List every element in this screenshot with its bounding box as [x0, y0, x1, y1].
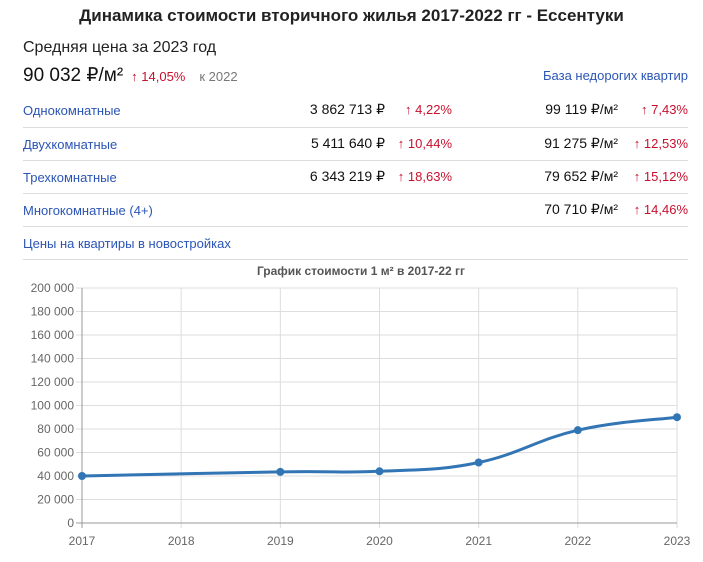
x-tick-label: 2020 — [366, 534, 393, 548]
total-price-change: ↑ 10,44% — [397, 136, 452, 151]
x-tick-label: 2023 — [664, 534, 691, 548]
data-point[interactable] — [573, 426, 582, 435]
room-type-link[interactable]: Двухкомнатные — [23, 137, 118, 152]
y-tick-label: 80 000 — [37, 422, 74, 436]
cheap-apartments-link[interactable]: База недорогих квартир — [543, 68, 688, 83]
data-point[interactable] — [673, 413, 681, 422]
x-tick-label: 2019 — [267, 534, 294, 548]
price-table: Однокомнатные 3 862 713 ₽ ↑ 4,22% 99 119… — [23, 94, 688, 260]
table-row: Многокомнатные (4+) 70 710 ₽/м² ↑ 14,46% — [23, 194, 688, 227]
data-point[interactable] — [375, 467, 384, 476]
total-price: 5 411 640 ₽ — [310, 135, 385, 151]
price-line — [80, 415, 679, 478]
y-tick-label: 180 000 — [31, 305, 75, 319]
total-price: 6 343 219 ₽ — [309, 168, 385, 184]
y-tick-label: 60 000 — [37, 446, 74, 460]
x-axis-ticks: 2017 2018 2019 2020 2021 2022 2023 — [69, 534, 691, 548]
sqm-price: 91 275 ₽/м² — [544, 135, 618, 151]
chart-grid — [76, 287, 678, 528]
total-price: 3 862 713 ₽ — [309, 101, 385, 117]
new-buildings-link[interactable]: Цены на квартиры в новостройках — [23, 236, 231, 251]
total-price-change: ↑ 18,63% — [397, 169, 452, 184]
table-row: Двухкомнатные 5 411 640 ₽ ↑ 10,44% 91 27… — [23, 128, 688, 161]
y-tick-label: 40 000 — [37, 469, 74, 483]
y-tick-label: 140 000 — [31, 352, 75, 366]
sqm-price: 99 119 ₽/м² — [545, 101, 618, 117]
page-title: Динамика стоимости вторичного жилья 2017… — [79, 6, 624, 25]
x-tick-label: 2022 — [564, 534, 591, 548]
data-points — [78, 413, 681, 480]
y-tick-label: 120 000 — [31, 375, 75, 389]
y-tick-label: 0 — [67, 516, 74, 530]
sqm-price-change: ↑ 12,53% — [633, 136, 688, 151]
y-tick-label: 200 000 — [31, 281, 75, 295]
chart-title: График стоимости 1 м² в 2017-22 гг — [256, 264, 466, 278]
x-tick-label: 2018 — [168, 534, 195, 548]
sqm-price: 70 710 ₽/м² — [544, 201, 618, 217]
y-axis-ticks: 0 20 000 40 000 60 000 80 000 100 000 120 000 1… — [31, 281, 75, 530]
y-tick-label: 20 000 — [37, 493, 74, 507]
room-type-link[interactable]: Трехкомнатные — [23, 170, 117, 185]
sqm-price-change: ↑ 7,43% — [641, 102, 688, 117]
total-price-change: ↑ 4,22% — [405, 102, 452, 117]
room-type-link[interactable]: Однокомнатные — [23, 103, 121, 118]
data-point[interactable] — [276, 467, 285, 476]
table-row: Цены на квартиры в новостройках — [23, 227, 688, 260]
sqm-price-change: ↑ 14,46% — [633, 202, 688, 217]
average-price-change: ↑ 14,05% — [131, 69, 186, 84]
data-point[interactable] — [474, 458, 483, 467]
average-price-value: 90 032 ₽/м² — [23, 65, 124, 86]
chart-axes — [81, 288, 677, 528]
data-point[interactable] — [78, 472, 86, 480]
y-tick-label: 100 000 — [31, 399, 75, 413]
average-price-row: 90 032 ₽/м² ↑ 14,05% к 2022 — [23, 64, 238, 87]
average-price-label: Средняя цена за 2023 год — [23, 39, 217, 56]
table-row: Трехкомнатные 6 343 219 ₽ ↑ 18,63% 79 65… — [23, 161, 688, 194]
sqm-price: 79 652 ₽/м² — [544, 168, 618, 184]
y-tick-label: 160 000 — [31, 328, 75, 342]
table-row: Однокомнатные 3 862 713 ₽ ↑ 4,22% 99 119… — [23, 94, 688, 128]
average-price-reference: к 2022 — [199, 69, 238, 84]
room-type-link[interactable]: Многокомнатные (4+) — [23, 203, 153, 218]
x-tick-label: 2017 — [69, 534, 96, 548]
sqm-price-change: ↑ 15,12% — [633, 169, 688, 184]
x-tick-label: 2021 — [465, 534, 492, 548]
